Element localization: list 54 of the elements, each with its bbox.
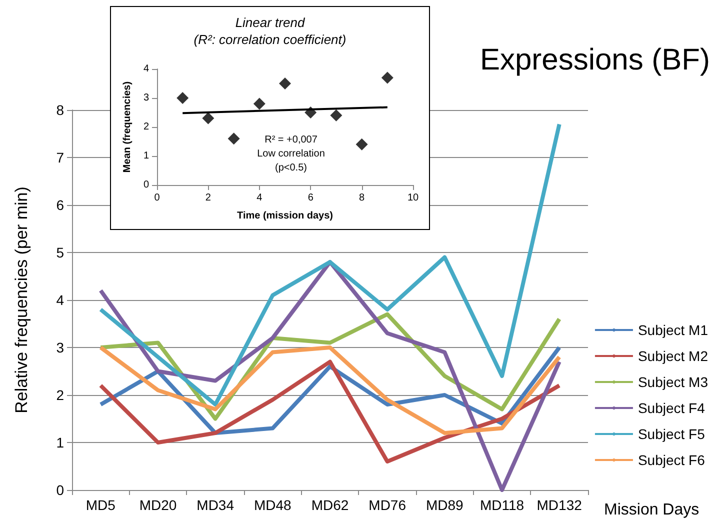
- y-tick-label: 4: [56, 292, 64, 308]
- x-tick-label: 8: [359, 192, 366, 204]
- legend-label: Subject M3: [638, 374, 708, 390]
- y-tick-label: 7: [56, 150, 64, 166]
- annotation: Low correlation: [257, 148, 325, 160]
- x-tick-label: MD118: [480, 497, 524, 513]
- y-tick-label: 1: [56, 434, 64, 450]
- point: [176, 92, 189, 104]
- y-tick-label: 8: [56, 102, 64, 118]
- y-tick-label: 1: [143, 150, 150, 162]
- point: [279, 78, 291, 90]
- legend-label: Subject M2: [638, 348, 708, 364]
- point: [202, 112, 214, 124]
- point: [253, 98, 266, 110]
- legend-label: Subject M1: [638, 322, 708, 338]
- x-tick-label: MD5: [86, 497, 116, 513]
- y-tick-label: 5: [56, 244, 64, 260]
- x-axis-title: Time (mission days): [237, 210, 333, 222]
- y-tick-label: 3: [56, 340, 64, 356]
- y-tick-label: 3: [143, 92, 150, 104]
- annotation: R² = +0,007: [264, 134, 318, 146]
- x-tick-label: 6: [308, 192, 314, 204]
- x-tick-label: 0: [154, 192, 160, 204]
- legend-label: Subject F6: [638, 452, 706, 468]
- chart-subtitle: (R²: correlation coefficient): [194, 32, 346, 47]
- x-tick-label: MD48: [254, 497, 292, 513]
- x-tick-label: MD76: [368, 497, 406, 513]
- point: [330, 109, 342, 122]
- legend-label: Subject F4: [638, 400, 706, 416]
- x-tick-label: MD132: [536, 497, 582, 513]
- point: [381, 72, 394, 84]
- x-tick-label: MD62: [311, 497, 349, 513]
- x-tick-label: MD89: [426, 497, 464, 513]
- annotation: (p<0.5): [275, 162, 307, 174]
- y-tick-label: 4: [143, 64, 150, 74]
- point: [356, 138, 368, 150]
- x-tick-label: 4: [256, 192, 263, 204]
- legend-label: Subject F5: [638, 426, 706, 442]
- y-tick-label: 2: [56, 387, 64, 403]
- x-axis-title: Mission Days: [604, 502, 700, 518]
- chart-title: Expressions (BF): [480, 44, 710, 76]
- point: [228, 132, 240, 145]
- point: [304, 106, 317, 118]
- x-tick-label: MD20: [139, 497, 177, 513]
- y-axis-title: Mean (frequencies): [122, 81, 134, 173]
- y-axis-title: Relative frequencies (per min): [12, 186, 31, 414]
- y-tick-label: 0: [56, 482, 64, 498]
- x-tick-label: 2: [205, 192, 212, 204]
- y-tick-label: 0: [143, 180, 150, 190]
- chart-title: Linear trend: [235, 15, 306, 30]
- x-tick-label: 10: [407, 192, 419, 204]
- y-tick-label: 2: [143, 122, 150, 132]
- line-series: [98, 360, 562, 464]
- x-tick-label: MD34: [196, 497, 234, 513]
